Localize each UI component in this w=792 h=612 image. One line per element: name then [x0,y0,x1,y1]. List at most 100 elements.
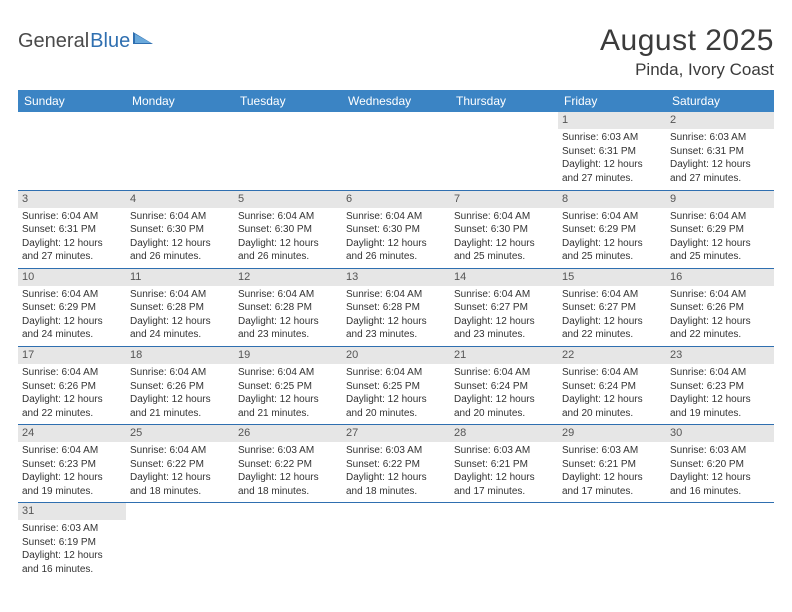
day-details: Sunrise: 6:04 AMSunset: 6:27 PMDaylight:… [450,286,558,346]
calendar-empty-cell [342,112,450,190]
calendar-page: General Blue August 2025 Pinda, Ivory Co… [0,0,792,591]
day-number: 31 [18,503,126,520]
day-number: 21 [450,347,558,364]
page-header: General Blue August 2025 Pinda, Ivory Co… [18,24,774,80]
day-number: 10 [18,269,126,286]
day-number: 14 [450,269,558,286]
day-number: 28 [450,425,558,442]
calendar-day-cell: 16Sunrise: 6:04 AMSunset: 6:26 PMDayligh… [666,268,774,346]
calendar-day-cell: 1Sunrise: 6:03 AMSunset: 6:31 PMDaylight… [558,112,666,190]
day-number: 27 [342,425,450,442]
day-details: Sunrise: 6:04 AMSunset: 6:30 PMDaylight:… [342,208,450,268]
logo: General Blue [18,30,155,53]
day-details: Sunrise: 6:03 AMSunset: 6:19 PMDaylight:… [18,520,126,580]
day-details: Sunrise: 6:04 AMSunset: 6:28 PMDaylight:… [342,286,450,346]
calendar-empty-cell [450,112,558,190]
calendar-day-cell: 29Sunrise: 6:03 AMSunset: 6:21 PMDayligh… [558,425,666,503]
day-number: 1 [558,112,666,129]
weekday-header: Saturday [666,90,774,112]
day-number: 5 [234,191,342,208]
day-number: 11 [126,269,234,286]
calendar-week-row: 10Sunrise: 6:04 AMSunset: 6:29 PMDayligh… [18,268,774,346]
calendar-day-cell: 26Sunrise: 6:03 AMSunset: 6:22 PMDayligh… [234,425,342,503]
calendar-empty-cell [18,112,126,190]
day-details: Sunrise: 6:04 AMSunset: 6:23 PMDaylight:… [666,364,774,424]
day-number: 25 [126,425,234,442]
day-number: 8 [558,191,666,208]
calendar-day-cell: 31Sunrise: 6:03 AMSunset: 6:19 PMDayligh… [18,503,126,581]
calendar-header-row: SundayMondayTuesdayWednesdayThursdayFrid… [18,90,774,112]
day-details: Sunrise: 6:04 AMSunset: 6:24 PMDaylight:… [450,364,558,424]
calendar-empty-cell [126,112,234,190]
calendar-day-cell: 15Sunrise: 6:04 AMSunset: 6:27 PMDayligh… [558,268,666,346]
weekday-header: Monday [126,90,234,112]
day-details: Sunrise: 6:04 AMSunset: 6:27 PMDaylight:… [558,286,666,346]
title-block: August 2025 Pinda, Ivory Coast [600,24,774,80]
day-number: 26 [234,425,342,442]
calendar-empty-cell [558,503,666,581]
calendar-day-cell: 14Sunrise: 6:04 AMSunset: 6:27 PMDayligh… [450,268,558,346]
calendar-day-cell: 20Sunrise: 6:04 AMSunset: 6:25 PMDayligh… [342,346,450,424]
day-details: Sunrise: 6:04 AMSunset: 6:24 PMDaylight:… [558,364,666,424]
day-details: Sunrise: 6:04 AMSunset: 6:25 PMDaylight:… [342,364,450,424]
calendar-empty-cell [342,503,450,581]
calendar-day-cell: 18Sunrise: 6:04 AMSunset: 6:26 PMDayligh… [126,346,234,424]
weekday-header: Thursday [450,90,558,112]
calendar-table: SundayMondayTuesdayWednesdayThursdayFrid… [18,90,774,581]
calendar-day-cell: 21Sunrise: 6:04 AMSunset: 6:24 PMDayligh… [450,346,558,424]
day-details: Sunrise: 6:04 AMSunset: 6:22 PMDaylight:… [126,442,234,502]
day-details: Sunrise: 6:03 AMSunset: 6:20 PMDaylight:… [666,442,774,502]
day-number: 12 [234,269,342,286]
day-details: Sunrise: 6:04 AMSunset: 6:23 PMDaylight:… [18,442,126,502]
calendar-day-cell: 27Sunrise: 6:03 AMSunset: 6:22 PMDayligh… [342,425,450,503]
calendar-day-cell: 7Sunrise: 6:04 AMSunset: 6:30 PMDaylight… [450,190,558,268]
calendar-day-cell: 12Sunrise: 6:04 AMSunset: 6:28 PMDayligh… [234,268,342,346]
day-details: Sunrise: 6:04 AMSunset: 6:30 PMDaylight:… [234,208,342,268]
weekday-header: Sunday [18,90,126,112]
day-number: 6 [342,191,450,208]
day-details: Sunrise: 6:04 AMSunset: 6:29 PMDaylight:… [666,208,774,268]
calendar-day-cell: 2Sunrise: 6:03 AMSunset: 6:31 PMDaylight… [666,112,774,190]
day-details: Sunrise: 6:04 AMSunset: 6:26 PMDaylight:… [126,364,234,424]
day-details: Sunrise: 6:03 AMSunset: 6:22 PMDaylight:… [342,442,450,502]
calendar-day-cell: 13Sunrise: 6:04 AMSunset: 6:28 PMDayligh… [342,268,450,346]
day-number: 18 [126,347,234,364]
day-details: Sunrise: 6:04 AMSunset: 6:30 PMDaylight:… [126,208,234,268]
calendar-week-row: 17Sunrise: 6:04 AMSunset: 6:26 PMDayligh… [18,346,774,424]
day-details: Sunrise: 6:03 AMSunset: 6:21 PMDaylight:… [558,442,666,502]
day-number: 30 [666,425,774,442]
day-details: Sunrise: 6:03 AMSunset: 6:31 PMDaylight:… [558,129,666,189]
calendar-week-row: 1Sunrise: 6:03 AMSunset: 6:31 PMDaylight… [18,112,774,190]
day-number: 23 [666,347,774,364]
day-number: 9 [666,191,774,208]
day-details: Sunrise: 6:03 AMSunset: 6:22 PMDaylight:… [234,442,342,502]
calendar-empty-cell [450,503,558,581]
day-number: 19 [234,347,342,364]
day-details: Sunrise: 6:04 AMSunset: 6:29 PMDaylight:… [18,286,126,346]
calendar-day-cell: 28Sunrise: 6:03 AMSunset: 6:21 PMDayligh… [450,425,558,503]
day-details: Sunrise: 6:04 AMSunset: 6:26 PMDaylight:… [18,364,126,424]
day-number: 2 [666,112,774,129]
calendar-day-cell: 11Sunrise: 6:04 AMSunset: 6:28 PMDayligh… [126,268,234,346]
calendar-week-row: 24Sunrise: 6:04 AMSunset: 6:23 PMDayligh… [18,425,774,503]
weekday-header: Friday [558,90,666,112]
calendar-day-cell: 8Sunrise: 6:04 AMSunset: 6:29 PMDaylight… [558,190,666,268]
day-details: Sunrise: 6:04 AMSunset: 6:28 PMDaylight:… [126,286,234,346]
day-details: Sunrise: 6:04 AMSunset: 6:28 PMDaylight:… [234,286,342,346]
location-label: Pinda, Ivory Coast [600,60,774,80]
calendar-day-cell: 24Sunrise: 6:04 AMSunset: 6:23 PMDayligh… [18,425,126,503]
calendar-week-row: 31Sunrise: 6:03 AMSunset: 6:19 PMDayligh… [18,503,774,581]
calendar-day-cell: 30Sunrise: 6:03 AMSunset: 6:20 PMDayligh… [666,425,774,503]
weekday-header: Tuesday [234,90,342,112]
calendar-day-cell: 3Sunrise: 6:04 AMSunset: 6:31 PMDaylight… [18,190,126,268]
day-details: Sunrise: 6:03 AMSunset: 6:31 PMDaylight:… [666,129,774,189]
calendar-day-cell: 6Sunrise: 6:04 AMSunset: 6:30 PMDaylight… [342,190,450,268]
day-details: Sunrise: 6:04 AMSunset: 6:29 PMDaylight:… [558,208,666,268]
calendar-empty-cell [666,503,774,581]
day-number: 17 [18,347,126,364]
day-number: 7 [450,191,558,208]
day-number: 4 [126,191,234,208]
day-number: 20 [342,347,450,364]
calendar-day-cell: 25Sunrise: 6:04 AMSunset: 6:22 PMDayligh… [126,425,234,503]
day-number: 3 [18,191,126,208]
